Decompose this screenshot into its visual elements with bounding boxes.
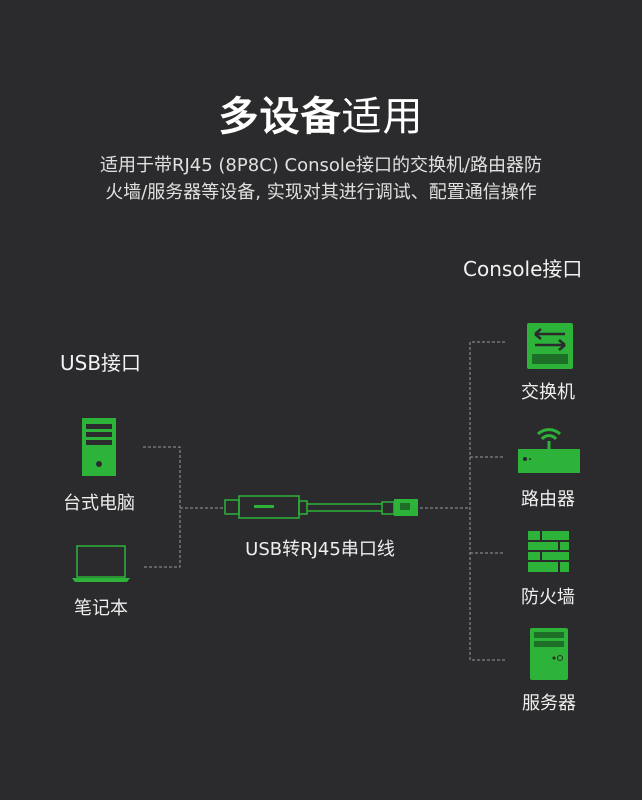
title-regular: 适用 xyxy=(341,94,424,140)
desktop-pc-icon xyxy=(82,418,116,476)
server-label: 服务器 xyxy=(522,693,576,714)
title-bold: 多设备 xyxy=(218,94,342,140)
firewall-label: 防火墙 xyxy=(521,587,575,608)
switch-label: 交换机 xyxy=(521,382,575,403)
firewall-icon xyxy=(528,531,569,572)
subtitle-line-2: 火墙/服务器等设备, 实现对其进行调试、配置通信操作 xyxy=(105,182,537,203)
subtitle-line-1: 适用于带RJ45 (8P8C) Console接口的交换机/路由器防 xyxy=(99,155,543,176)
laptop-label: 笔记本 xyxy=(74,598,128,619)
laptop-icon xyxy=(72,545,130,582)
usb-port-header: USB接口 xyxy=(60,351,142,375)
console-port-header: Console接口 xyxy=(463,257,583,281)
desktop-label: 台式电脑 xyxy=(63,493,135,514)
cable-label: USB转RJ45串口线 xyxy=(245,539,395,560)
switch-icon xyxy=(527,323,573,369)
usb-rj45-cable-icon xyxy=(224,495,418,519)
router-icon xyxy=(518,428,580,473)
page-title: 多设备适用 xyxy=(0,84,642,142)
router-label: 路由器 xyxy=(521,489,575,510)
server-icon xyxy=(530,628,568,680)
